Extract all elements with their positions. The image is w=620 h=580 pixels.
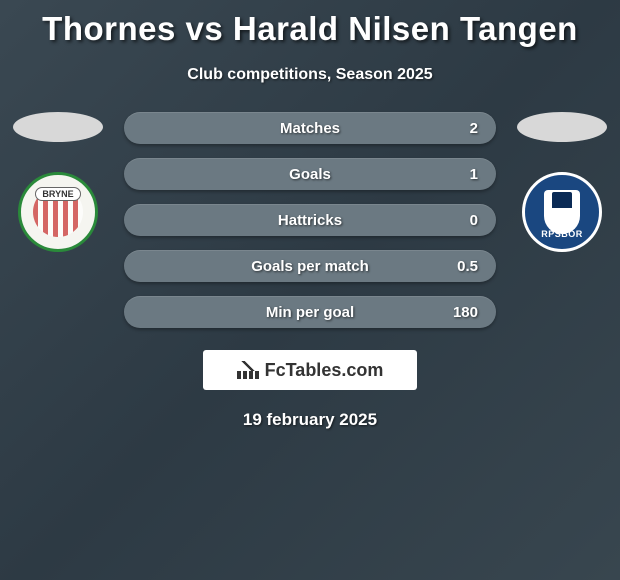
stat-value: 0 bbox=[470, 212, 478, 229]
stat-value: 0.5 bbox=[457, 258, 478, 275]
stat-row-goals-per-match: Goals per match 0.5 bbox=[124, 250, 496, 282]
main-content: BRYNE Matches 2 Goals 1 Hattricks 0 Goal… bbox=[0, 112, 620, 328]
right-team-badge-text: RPSBOR bbox=[541, 229, 583, 239]
stats-container: Matches 2 Goals 1 Hattricks 0 Goals per … bbox=[108, 112, 512, 328]
stat-row-hattricks: Hattricks 0 bbox=[124, 204, 496, 236]
subtitle: Club competitions, Season 2025 bbox=[0, 66, 620, 84]
brand-badge[interactable]: FcTables.com bbox=[203, 350, 417, 390]
shield-icon bbox=[544, 190, 580, 234]
date-label: 19 february 2025 bbox=[0, 410, 620, 430]
left-side: BRYNE bbox=[8, 112, 108, 252]
stat-label: Min per goal bbox=[266, 304, 354, 321]
stat-value: 180 bbox=[453, 304, 478, 321]
stat-label: Hattricks bbox=[278, 212, 342, 229]
page-title: Thornes vs Harald Nilsen Tangen bbox=[0, 0, 620, 48]
stat-value: 2 bbox=[470, 120, 478, 137]
chart-icon bbox=[237, 361, 259, 379]
stat-value: 1 bbox=[470, 166, 478, 183]
right-side: RPSBOR bbox=[512, 112, 612, 252]
left-player-avatar bbox=[13, 112, 103, 142]
left-team-badge: BRYNE bbox=[18, 172, 98, 252]
stat-label: Goals bbox=[289, 166, 331, 183]
right-player-avatar bbox=[517, 112, 607, 142]
left-team-badge-text: BRYNE bbox=[35, 187, 80, 201]
stat-row-goals: Goals 1 bbox=[124, 158, 496, 190]
stat-label: Matches bbox=[280, 120, 340, 137]
stat-row-min-per-goal: Min per goal 180 bbox=[124, 296, 496, 328]
stat-label: Goals per match bbox=[251, 258, 369, 275]
right-team-badge: RPSBOR bbox=[522, 172, 602, 252]
brand-text: FcTables.com bbox=[265, 360, 384, 381]
stat-row-matches: Matches 2 bbox=[124, 112, 496, 144]
